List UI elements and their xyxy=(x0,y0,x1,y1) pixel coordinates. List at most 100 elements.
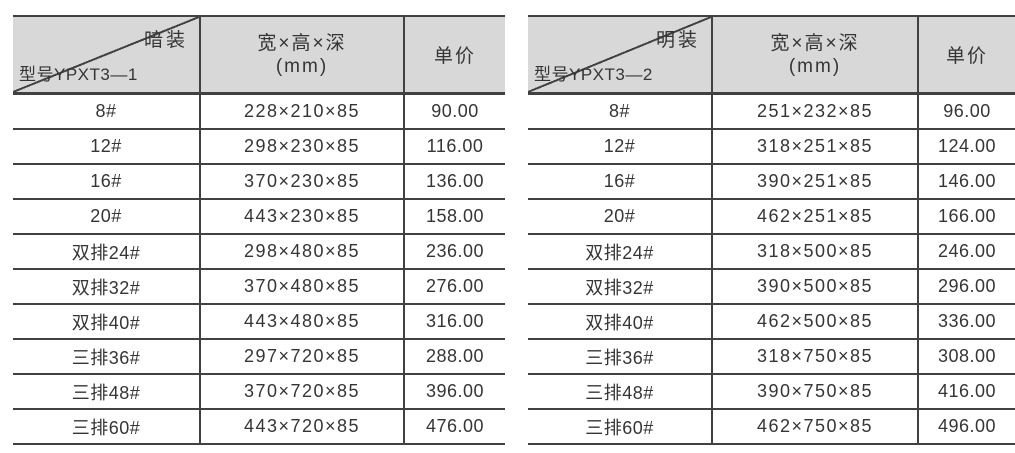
model-cell: 12# xyxy=(13,128,200,164)
model-cell: 双排32# xyxy=(528,268,712,304)
dims-cell: 390×500×85 xyxy=(711,268,919,304)
table-body: 8# 251×232×85 96.00 12# 318×251×85 124.0… xyxy=(528,92,1015,445)
dims-cell: 462×750×85 xyxy=(711,408,919,445)
model-cell: 双排32# xyxy=(13,268,200,304)
dims-cell: 390×251×85 xyxy=(711,163,919,199)
price-cell: 90.00 xyxy=(404,92,505,129)
dims-header-cell: 宽×高×深 (mm) xyxy=(199,15,405,95)
dims-header-cell: 宽×高×深 (mm) xyxy=(711,15,919,95)
mount-type-label: 明装 xyxy=(655,30,700,51)
price-cell: 236.00 xyxy=(404,233,505,269)
price-cell: 124.00 xyxy=(918,128,1015,164)
model-cell: 双排40# xyxy=(13,303,200,339)
dims-header-line1: 宽×高×深 xyxy=(770,32,860,54)
price-cell: 136.00 xyxy=(404,163,505,199)
table-row: 双排40# 443×480×85 316.00 xyxy=(13,303,505,339)
model-cell: 20# xyxy=(528,198,712,234)
dims-cell: 318×251×85 xyxy=(711,128,919,164)
dims-cell: 390×750×85 xyxy=(711,373,919,409)
model-cell: 12# xyxy=(528,128,712,164)
table-row: 三排60# 443×720×85 476.00 xyxy=(13,408,505,445)
dims-header-line2: (mm) xyxy=(788,55,842,77)
dims-cell: 370×230×85 xyxy=(199,163,405,199)
price-cell: 316.00 xyxy=(404,303,505,339)
price-cell: 166.00 xyxy=(918,198,1015,234)
dims-cell: 443×480×85 xyxy=(199,303,405,339)
price-cell: 158.00 xyxy=(404,198,505,234)
dims-cell: 462×500×85 xyxy=(711,303,919,339)
dims-cell: 297×720×85 xyxy=(199,338,405,374)
header-row: 明装 型号YPXT3—2 宽×高×深 (mm) 单价 xyxy=(528,15,1015,95)
price-cell: 476.00 xyxy=(404,408,505,445)
price-cell: 276.00 xyxy=(404,268,505,304)
dims-header-line1: 宽×高×深 xyxy=(257,32,347,54)
dims-cell: 298×230×85 xyxy=(199,128,405,164)
model-cell: 8# xyxy=(528,92,712,129)
dims-cell: 370×720×85 xyxy=(199,373,405,409)
model-cell: 8# xyxy=(13,92,200,129)
table-row: 双排24# 298×480×85 236.00 xyxy=(13,233,505,269)
model-cell: 三排48# xyxy=(13,373,200,409)
table-row: 三排36# 318×750×85 308.00 xyxy=(528,338,1015,374)
table-row: 三排48# 390×750×85 416.00 xyxy=(528,373,1015,409)
price-cell: 288.00 xyxy=(404,338,505,374)
model-cell: 双排40# xyxy=(528,303,712,339)
table-row: 双排24# 318×500×85 246.00 xyxy=(528,233,1015,269)
dims-cell: 443×720×85 xyxy=(199,408,405,445)
dims-cell: 462×251×85 xyxy=(711,198,919,234)
price-table-concealed: 暗装 型号YPXT3—1 宽×高×深 (mm) 单价 8# 228×210×85… xyxy=(13,15,505,445)
table-row: 双排32# 370×480×85 276.00 xyxy=(13,268,505,304)
price-cell: 96.00 xyxy=(918,92,1015,129)
price-cell: 396.00 xyxy=(404,373,505,409)
table-row: 8# 251×232×85 96.00 xyxy=(528,92,1015,129)
table-row: 双排40# 462×500×85 336.00 xyxy=(528,303,1015,339)
model-cell: 三排48# xyxy=(528,373,712,409)
dims-header-line2: (mm) xyxy=(275,55,329,77)
dims-cell: 318×500×85 xyxy=(711,233,919,269)
model-cell: 16# xyxy=(528,163,712,199)
table-row: 16# 370×230×85 136.00 xyxy=(13,163,505,199)
corner-header-cell: 明装 型号YPXT3—2 xyxy=(528,15,712,95)
corner-header-cell: 暗装 型号YPXT3—1 xyxy=(13,15,200,95)
price-cell: 146.00 xyxy=(918,163,1015,199)
price-cell: 246.00 xyxy=(918,233,1015,269)
dims-cell: 251×232×85 xyxy=(711,92,919,129)
table-row: 12# 298×230×85 116.00 xyxy=(13,128,505,164)
table-body: 8# 228×210×85 90.00 12# 298×230×85 116.0… xyxy=(13,92,505,445)
model-series-label: 型号YPXT3—2 xyxy=(534,65,653,84)
model-cell: 三排60# xyxy=(528,408,712,445)
dims-cell: 298×480×85 xyxy=(199,233,405,269)
model-series-label: 型号YPXT3—1 xyxy=(19,65,138,84)
dims-cell: 370×480×85 xyxy=(199,268,405,304)
price-header-cell: 单价 xyxy=(918,15,1015,95)
model-cell: 三排36# xyxy=(13,338,200,374)
table-row: 8# 228×210×85 90.00 xyxy=(13,92,505,129)
price-cell: 296.00 xyxy=(918,268,1015,304)
price-cell: 496.00 xyxy=(918,408,1015,445)
model-cell: 三排36# xyxy=(528,338,712,374)
price-table-surface: 明装 型号YPXT3—2 宽×高×深 (mm) 单价 8# 251×232×85… xyxy=(528,15,1015,445)
price-cell: 116.00 xyxy=(404,128,505,164)
dims-cell: 443×230×85 xyxy=(199,198,405,234)
model-cell: 双排24# xyxy=(528,233,712,269)
price-cell: 416.00 xyxy=(918,373,1015,409)
table-row: 12# 318×251×85 124.00 xyxy=(528,128,1015,164)
table-row: 16# 390×251×85 146.00 xyxy=(528,163,1015,199)
table-row: 20# 462×251×85 166.00 xyxy=(528,198,1015,234)
mount-type-label: 暗装 xyxy=(143,30,188,51)
table-row: 20# 443×230×85 158.00 xyxy=(13,198,505,234)
price-cell: 336.00 xyxy=(918,303,1015,339)
table-row: 三排60# 462×750×85 496.00 xyxy=(528,408,1015,445)
dims-cell: 228×210×85 xyxy=(199,92,405,129)
model-cell: 16# xyxy=(13,163,200,199)
table-row: 双排32# 390×500×85 296.00 xyxy=(528,268,1015,304)
model-cell: 三排60# xyxy=(13,408,200,445)
header-row: 暗装 型号YPXT3—1 宽×高×深 (mm) 单价 xyxy=(13,15,505,95)
price-header-cell: 单价 xyxy=(404,15,505,95)
table-row: 三排48# 370×720×85 396.00 xyxy=(13,373,505,409)
model-cell: 双排24# xyxy=(13,233,200,269)
price-cell: 308.00 xyxy=(918,338,1015,374)
dims-cell: 318×750×85 xyxy=(711,338,919,374)
table-row: 三排36# 297×720×85 288.00 xyxy=(13,338,505,374)
